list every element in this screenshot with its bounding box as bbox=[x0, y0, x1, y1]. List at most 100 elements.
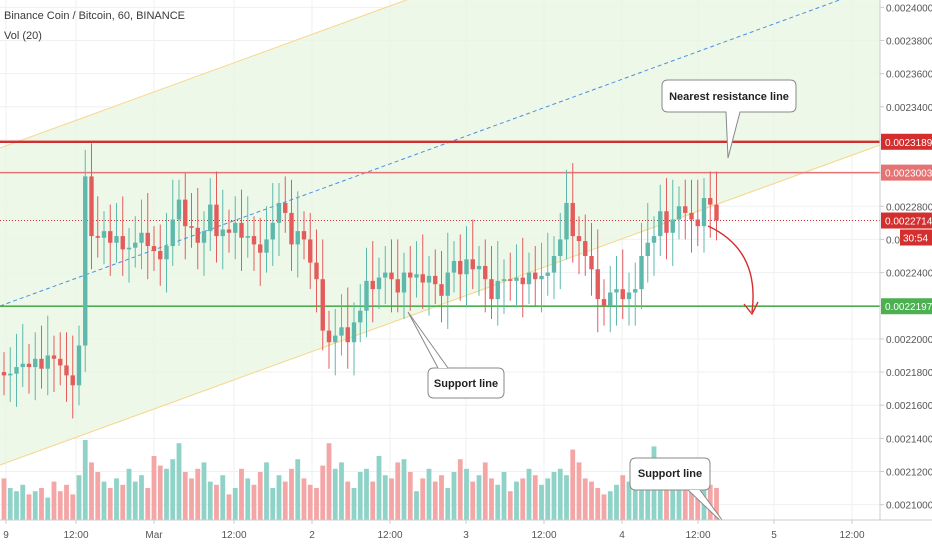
candle-body bbox=[414, 274, 419, 278]
volume-bar bbox=[51, 481, 57, 520]
candle-body bbox=[20, 363, 25, 368]
time-tick-label: 3 bbox=[463, 530, 469, 541]
candle-body bbox=[345, 327, 350, 343]
candle-body bbox=[539, 275, 544, 280]
volume-bar bbox=[370, 481, 376, 520]
volume-bar bbox=[239, 468, 244, 520]
candle-body bbox=[626, 292, 632, 300]
support-callout-volume-text: Support line bbox=[638, 468, 702, 480]
volume-bar bbox=[564, 475, 569, 520]
candle-body bbox=[326, 330, 332, 343]
time-tick-label: 9 bbox=[3, 530, 9, 541]
level-lines bbox=[0, 140, 880, 308]
volume-bar bbox=[576, 462, 582, 520]
candle-body bbox=[145, 232, 150, 247]
candle-body bbox=[633, 289, 638, 293]
candle-body bbox=[220, 229, 225, 237]
volume-bar bbox=[532, 475, 538, 520]
volume-bar bbox=[364, 468, 369, 520]
volume-bar bbox=[195, 468, 201, 520]
candle-body bbox=[114, 236, 119, 243]
volume-bar bbox=[432, 481, 438, 520]
volume-bar bbox=[439, 475, 444, 520]
candle-body bbox=[451, 260, 457, 273]
candle-body bbox=[401, 272, 407, 293]
time-tick-label: 12:00 bbox=[63, 530, 88, 541]
candle-body bbox=[83, 176, 88, 346]
volume-bar bbox=[714, 488, 719, 520]
candle-body bbox=[508, 279, 513, 281]
volume-bar bbox=[301, 478, 307, 520]
volume-bar bbox=[545, 478, 551, 520]
projection-arrow bbox=[707, 225, 754, 313]
volume-bar bbox=[357, 472, 363, 520]
volume-bar bbox=[345, 481, 351, 520]
candle-body bbox=[433, 275, 438, 285]
candle-body bbox=[614, 289, 619, 293]
candle-body bbox=[420, 274, 425, 283]
candle-body bbox=[45, 355, 50, 369]
candle-body bbox=[289, 212, 294, 245]
price-tick-label: 0.0023800 bbox=[886, 36, 932, 47]
volume-bar bbox=[282, 481, 288, 520]
candle-body bbox=[695, 219, 700, 227]
candle-body bbox=[51, 355, 57, 359]
candle-body bbox=[464, 259, 469, 275]
volume-bar bbox=[176, 443, 182, 520]
candle-body bbox=[170, 219, 175, 247]
candlesticks bbox=[1, 143, 719, 419]
volume-bar bbox=[101, 481, 107, 520]
candle-body bbox=[226, 229, 232, 233]
volume-bar bbox=[670, 478, 676, 520]
volume-bar bbox=[676, 465, 682, 520]
candle-body bbox=[239, 222, 244, 238]
candle-body bbox=[208, 204, 213, 232]
time-tick-label: 12:00 bbox=[685, 530, 710, 541]
volume-bar bbox=[539, 484, 544, 520]
volume-bar bbox=[151, 456, 157, 520]
volume-bar bbox=[332, 468, 338, 520]
candle-body bbox=[258, 244, 263, 253]
volume-bar bbox=[89, 462, 94, 520]
candle-body bbox=[514, 277, 519, 281]
candle-body bbox=[445, 272, 450, 296]
price-axis[interactable]: 0.0024000 0.0023800 0.0023600 0.0023400 0.00… bbox=[879, 0, 932, 520]
candle-body bbox=[408, 272, 413, 278]
volume-bar bbox=[76, 475, 82, 520]
volume-bar bbox=[82, 440, 88, 520]
time-axis[interactable]: 9 12:00 Mar 12:00 2 12:00 3 12:00 4 12:00 5 12:00 bbox=[0, 519, 932, 550]
volume-bar bbox=[657, 462, 663, 520]
volume-bar bbox=[682, 475, 688, 520]
candle-body bbox=[120, 236, 125, 250]
time-tick-label: 12:00 bbox=[531, 530, 556, 541]
candle-body bbox=[158, 251, 163, 260]
volume-bar bbox=[314, 488, 319, 520]
candle-body bbox=[664, 211, 669, 233]
volume-bar bbox=[245, 478, 251, 520]
volume-bar bbox=[126, 468, 132, 520]
volume-bar bbox=[57, 491, 63, 520]
volume-bar bbox=[232, 488, 238, 520]
volume-bar bbox=[39, 488, 44, 520]
time-tick-label: 2 bbox=[309, 530, 315, 541]
candle-body bbox=[470, 259, 475, 270]
candle-body bbox=[476, 265, 482, 270]
volume-bar bbox=[632, 484, 638, 520]
candle-body bbox=[683, 206, 688, 213]
channel-lower-line bbox=[0, 144, 881, 466]
volume-bar bbox=[489, 478, 494, 520]
volume-bar bbox=[482, 462, 488, 520]
volume-bar bbox=[464, 468, 469, 520]
candle-body bbox=[139, 232, 144, 243]
candle-body bbox=[26, 363, 32, 368]
volume-bar bbox=[351, 488, 357, 520]
price-tick-label: 0.0021000 bbox=[886, 501, 932, 512]
volume-bar bbox=[445, 488, 451, 520]
candle-body bbox=[133, 242, 138, 248]
rising-channel-fill bbox=[0, 0, 880, 465]
candle-body bbox=[689, 212, 694, 220]
candle-body bbox=[189, 226, 194, 228]
candle-body bbox=[351, 322, 357, 343]
volume-bar bbox=[476, 475, 482, 520]
